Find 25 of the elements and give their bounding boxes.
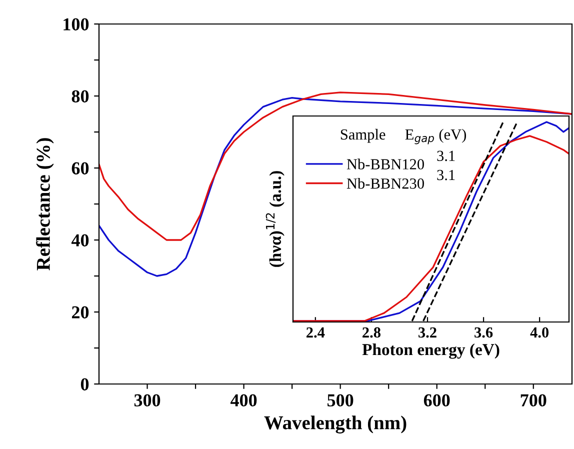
y-tick-label: 80	[72, 90, 89, 102]
x-tick-label: 500	[328, 394, 354, 406]
x-axis-title: Wavelength (nm)	[264, 416, 406, 434]
annotation: 3.1	[437, 150, 455, 162]
x-axis-title: Photon energy (eV)	[362, 343, 500, 359]
y-tick-label: 20	[72, 306, 89, 318]
y-tick-label: 0	[80, 378, 89, 390]
y-tick-label: 100	[64, 18, 89, 30]
legend-label: Nb-BBN120	[346, 158, 424, 170]
x-tick-label: 700	[520, 394, 546, 406]
x-tick-label: 4.0	[530, 327, 549, 338]
x-tick-label: 600	[424, 394, 450, 406]
annotation: 3.1	[437, 170, 455, 180]
x-tick-label: 3.6	[474, 327, 493, 338]
y-tick-label: 60	[72, 162, 89, 174]
x-tick-label: 2.8	[362, 327, 380, 338]
y-axis-title: Reflectance (%)	[36, 138, 54, 270]
y-tick-label: 40	[71, 234, 89, 246]
x-tick-label: 3.2	[418, 327, 436, 338]
x-tick-label: 300	[134, 394, 160, 406]
legend-title: Sample E$_{gap}$ (eV)	[340, 128, 466, 144]
y-axis-title: (hνα)$^{1/2}$ (a.u.)	[266, 171, 284, 267]
legend-label: Nb-BBN230	[346, 178, 424, 189]
x-tick-label: 2.4	[306, 327, 325, 338]
x-tick-label: 400	[230, 394, 257, 406]
